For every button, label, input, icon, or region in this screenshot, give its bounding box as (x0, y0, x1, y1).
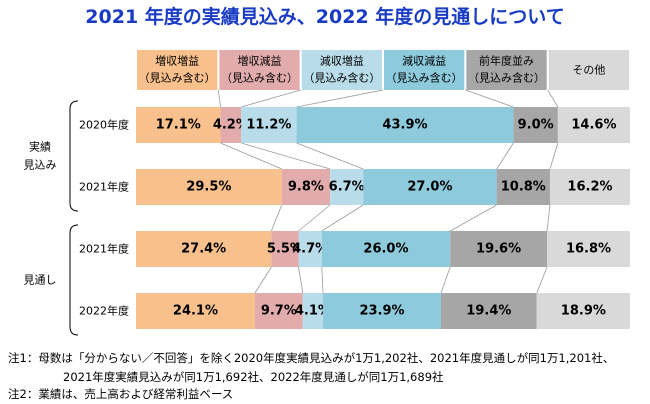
legend-label: 増収減益 (238, 54, 282, 68)
connector-line (321, 204, 364, 232)
group-bracket (69, 100, 79, 212)
data-label: 4.7% (292, 242, 328, 257)
data-label: 23.9% (359, 304, 404, 319)
connector-line (449, 204, 497, 232)
connector-line (217, 89, 221, 108)
bar-segment (281, 169, 331, 205)
connector-line (296, 89, 384, 108)
data-label: 19.4% (466, 304, 511, 319)
legend-swatch (548, 50, 629, 90)
bar-segment (296, 107, 514, 143)
data-label: 9.0% (518, 118, 554, 133)
bar-segment (241, 107, 297, 143)
bar-segment (513, 107, 558, 143)
bar-segment (547, 231, 630, 267)
legend-label: 増収増益 (155, 54, 199, 68)
category-label: 2022年度 (79, 304, 129, 318)
bar-segment (220, 107, 242, 143)
connector-line (440, 266, 451, 294)
legend-swatch (301, 50, 382, 90)
bar-segment (363, 169, 497, 205)
bar-segment (136, 107, 221, 143)
connector-line (296, 142, 364, 170)
bar-segment (136, 293, 255, 329)
data-label: 18.9% (561, 304, 606, 319)
connector-line (496, 142, 514, 170)
bar-segment (496, 169, 550, 205)
bar-segment (136, 231, 272, 267)
bar-segment (302, 293, 324, 329)
data-label: 17.1% (156, 118, 201, 133)
data-label: 14.6% (571, 118, 616, 133)
connector-line (241, 142, 331, 170)
chart-title: 2021 年度の実績見込み、2022 年度の見通しについて (85, 6, 565, 28)
legend-swatch (466, 50, 547, 90)
bar-segment (557, 107, 630, 143)
data-label: 27.0% (407, 180, 452, 195)
group-label: 見込み (24, 159, 57, 172)
data-label: 10.8% (501, 180, 546, 195)
legend-label: 前年度並み (479, 54, 534, 68)
group-bracket (69, 224, 79, 336)
legend-label: （見込み含む） (303, 71, 380, 85)
category-label: 2021年度 (79, 180, 129, 194)
connector-line (270, 204, 283, 232)
group-label: 実績 (29, 140, 51, 154)
bar-segment (536, 293, 630, 329)
connector-line (465, 89, 514, 108)
legend-label: （見込み含む） (386, 71, 463, 85)
data-label: 26.0% (363, 242, 408, 257)
connector-line (546, 204, 551, 232)
data-label: 16.8% (566, 242, 611, 257)
bar-segment (298, 231, 322, 267)
data-label: 9.7% (261, 304, 297, 319)
connector-line (321, 266, 324, 294)
bar-segment (549, 169, 630, 205)
connector-line (549, 142, 559, 170)
legend-label: 減収減益 (402, 54, 446, 68)
legend-swatch (219, 50, 300, 90)
legend-label: （見込み含む） (221, 71, 298, 85)
data-label: 29.5% (186, 180, 231, 195)
data-label: 24.1% (173, 304, 218, 319)
connector-line (254, 266, 272, 294)
data-label: 43.9% (382, 118, 427, 133)
connector-line (536, 266, 548, 294)
bar-segment (330, 169, 364, 205)
bar-segment (321, 231, 451, 267)
legend-label: 減収増益 (320, 54, 364, 68)
bar-segment (136, 169, 282, 205)
footnote-2: 注2：業績は、売上高および経常利益ベース (8, 387, 234, 401)
data-label: 19.6% (476, 242, 521, 257)
bar-segment (271, 231, 299, 267)
data-label: 16.2% (567, 180, 612, 195)
data-label: 6.7% (329, 180, 365, 195)
legend-label: （見込み含む） (139, 71, 216, 85)
connector-line (298, 266, 304, 294)
footnote-1-continued: 2021年度実績見込みが同1万1,692社、2022年度見通しが同1万1,689… (63, 370, 444, 384)
bar-segment (323, 293, 441, 329)
connector-line (298, 204, 331, 232)
category-label: 2020年度 (79, 118, 129, 132)
legend-label: （見込み含む） (468, 71, 545, 85)
data-label: 11.2% (246, 118, 291, 133)
bar-segment (440, 293, 537, 329)
connector-line (220, 142, 282, 170)
bar-segment (254, 293, 303, 329)
connector-line (547, 89, 559, 108)
category-label: 2021年度 (79, 242, 129, 256)
bar-segment (450, 231, 548, 267)
data-label: 27.4% (181, 242, 226, 257)
data-label: 9.8% (288, 180, 324, 195)
footnote-1: 注1：母数は「分からない／不回答」を除く2020年度実績見込みが1万1,202社… (8, 351, 615, 365)
connector-line (241, 89, 301, 108)
data-label: 4.2% (213, 118, 249, 133)
data-label: 5.5% (267, 242, 303, 257)
group-label: 見通し (24, 274, 57, 287)
legend-swatch (137, 50, 218, 90)
legend-swatch (384, 50, 465, 90)
legend-label: その他 (572, 64, 605, 77)
data-label: 4.1% (295, 304, 331, 319)
